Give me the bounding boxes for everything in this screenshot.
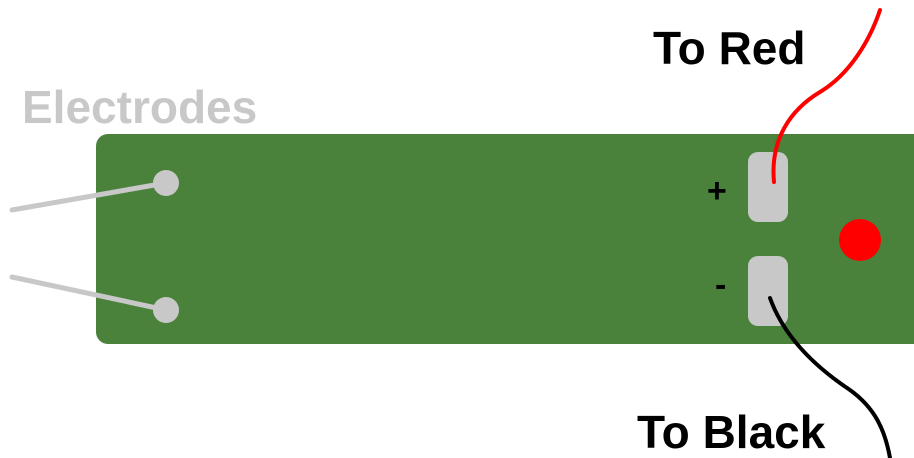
plus-sign: + [707, 172, 727, 210]
led-indicator [839, 219, 881, 261]
electrodes-label: Electrodes [22, 81, 257, 133]
negative-pad [748, 256, 788, 326]
circuit-board [96, 134, 914, 344]
to-red-label: To Red [653, 22, 805, 74]
minus-sign: - [715, 266, 726, 304]
black-wire [768, 296, 892, 458]
electrode-wire-top [9, 180, 169, 213]
red-wire [771, 8, 882, 184]
positive-pad [748, 152, 788, 222]
electrode-contact-bottom [153, 297, 179, 323]
electrode-contact-top [153, 170, 179, 196]
to-black-label: To Black [637, 406, 826, 458]
electrode-wire-bottom [9, 274, 169, 313]
